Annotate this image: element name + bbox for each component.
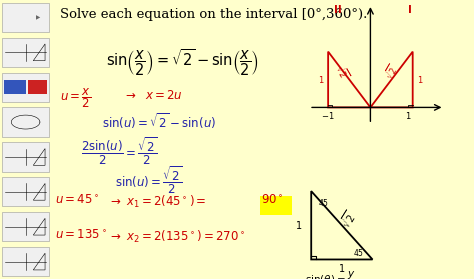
FancyBboxPatch shape: [260, 196, 292, 215]
Text: $\sin(u) = \dfrac{\sqrt{2}}{2}$: $\sin(u) = \dfrac{\sqrt{2}}{2}$: [115, 165, 182, 196]
Bar: [2, 107, 49, 137]
Text: $\sqrt{2}$: $\sqrt{2}$: [332, 62, 352, 81]
Text: ▶: ▶: [36, 15, 40, 20]
Text: $1$: $1$: [338, 262, 346, 274]
Bar: [2, 142, 49, 172]
Text: $u = 45^\circ$: $u = 45^\circ$: [55, 194, 100, 207]
Bar: [27, 80, 47, 94]
Text: II: II: [335, 4, 342, 15]
Text: $1$: $1$: [405, 110, 412, 121]
Text: $u = 135^\circ$: $u = 135^\circ$: [55, 229, 107, 242]
Text: $1$: $1$: [295, 219, 302, 231]
Text: $\sqrt{2}$: $\sqrt{2}$: [337, 208, 360, 231]
Text: $45$: $45$: [354, 247, 365, 258]
Text: $\sin\!\left(\dfrac{x}{2}\right) = \sqrt{2} - \sin\!\left(\dfrac{x}{2}\right)$: $\sin\!\left(\dfrac{x}{2}\right) = \sqrt…: [106, 47, 259, 78]
Text: $1$: $1$: [318, 74, 324, 85]
Text: $90^\circ$: $90^\circ$: [261, 194, 284, 207]
Text: $\rightarrow\ x_1 = 2(45^\circ) =$: $\rightarrow\ x_1 = 2(45^\circ) =$: [108, 194, 207, 210]
Text: $\sin(u) = \sqrt{2} - \sin(u)$: $\sin(u) = \sqrt{2} - \sin(u)$: [102, 112, 216, 131]
Bar: [2, 73, 49, 102]
Text: $1$: $1$: [417, 74, 423, 85]
Text: $\sqrt{2}$: $\sqrt{2}$: [381, 62, 401, 81]
Text: $\rightarrow\ x_2 = 2(135^\circ) = 270^\circ$: $\rightarrow\ x_2 = 2(135^\circ) = 270^\…: [108, 229, 246, 245]
Bar: [2, 38, 49, 67]
Text: $45$: $45$: [318, 198, 329, 208]
Bar: [2, 247, 49, 276]
Bar: [2, 3, 49, 32]
Bar: [2, 177, 49, 206]
Text: Solve each equation on the interval [0°,360°).: Solve each equation on the interval [0°,…: [60, 8, 367, 21]
Text: $\rightarrow\ \ x = 2u$: $\rightarrow\ \ x = 2u$: [123, 89, 183, 102]
Bar: [2, 212, 49, 241]
Text: $\sin(\theta) = \dfrac{y}{r}$: $\sin(\theta) = \dfrac{y}{r}$: [305, 270, 355, 279]
Text: $-1$: $-1$: [321, 110, 335, 121]
Text: $\dfrac{2\sin(u)}{2} = \dfrac{\sqrt{2}}{2}$: $\dfrac{2\sin(u)}{2} = \dfrac{\sqrt{2}}{…: [81, 135, 157, 167]
Text: I: I: [409, 4, 412, 15]
Text: $u = \dfrac{x}{2}$: $u = \dfrac{x}{2}$: [60, 86, 91, 110]
Bar: [4, 80, 26, 94]
